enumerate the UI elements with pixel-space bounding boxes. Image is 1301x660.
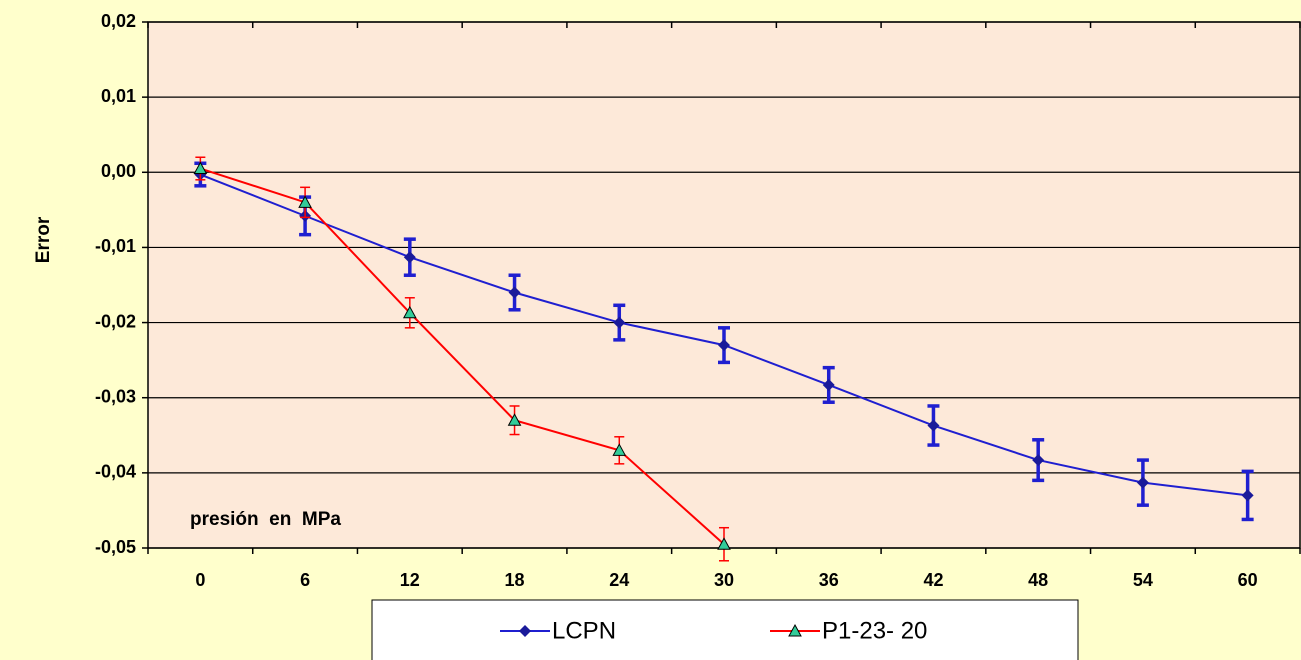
legend-marker	[788, 623, 802, 637]
x-tick-label: 18	[505, 570, 525, 590]
point	[718, 339, 730, 352]
point	[403, 251, 416, 264]
x-tick-label: 0	[195, 570, 205, 590]
legend-label: P1-23- 20	[822, 617, 927, 644]
y-axis-title: Error	[33, 216, 54, 263]
point	[927, 419, 940, 432]
x-tick-label: 12	[400, 570, 420, 590]
point	[1032, 454, 1045, 467]
annotation: presión en MPa	[190, 509, 341, 530]
point	[717, 537, 731, 550]
point	[508, 286, 521, 299]
point	[822, 378, 835, 391]
x-tick-label: 6	[300, 570, 310, 590]
y-tick-label: 0,01	[101, 86, 136, 106]
y-tick-label: 0,00	[101, 161, 136, 181]
point	[193, 161, 208, 175]
point	[613, 316, 626, 329]
x-tick-label: 42	[923, 570, 943, 590]
legend-marker	[519, 625, 531, 637]
point	[612, 443, 627, 456]
y-tick-label: 0,02	[101, 11, 136, 31]
y-tick-label: -0,03	[95, 386, 136, 406]
point	[1241, 489, 1254, 502]
x-tick-label: 48	[1028, 570, 1048, 590]
y-tick-label: -0,02	[95, 311, 136, 331]
y-tick-label: -0,04	[95, 462, 136, 482]
x-tick-label: 60	[1238, 570, 1258, 590]
x-tick-label: 30	[714, 570, 734, 590]
y-tick-label: -0,05	[95, 537, 136, 557]
series-line	[200, 167, 725, 545]
point	[298, 195, 312, 208]
plot-area	[147, 21, 1301, 549]
point	[1136, 476, 1149, 489]
x-tick-label: 54	[1133, 570, 1153, 590]
x-tick-label: 24	[609, 570, 629, 590]
y-tick-label: -0,01	[95, 236, 136, 256]
point	[507, 413, 522, 426]
x-tick-label: 36	[819, 570, 839, 590]
legend-label: LCPN	[552, 617, 616, 644]
legend	[371, 599, 1079, 660]
point	[402, 305, 417, 319]
